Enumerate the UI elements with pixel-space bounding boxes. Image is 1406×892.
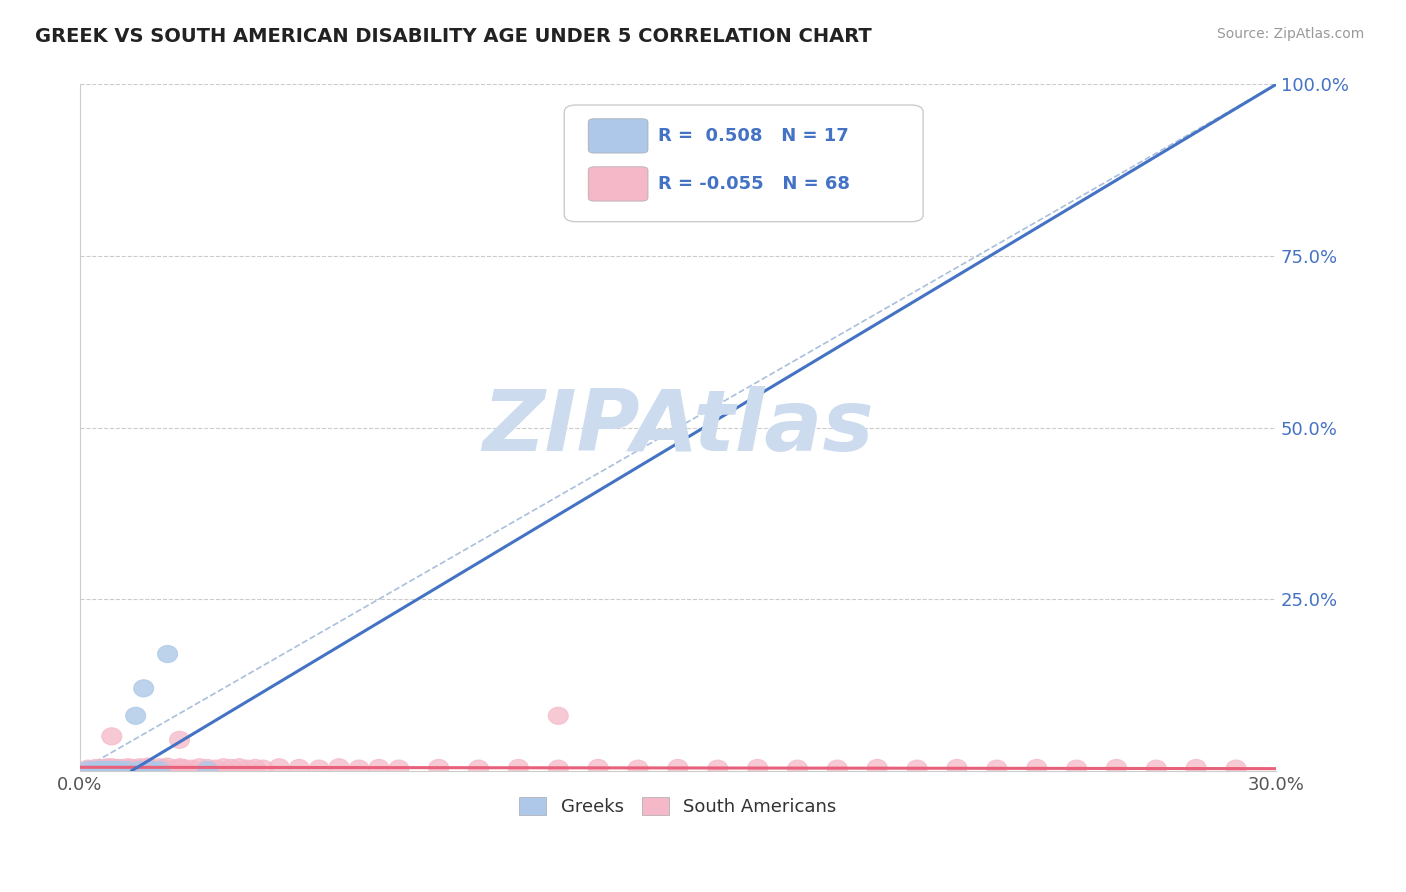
Ellipse shape (1187, 759, 1206, 777)
Ellipse shape (245, 759, 266, 777)
Ellipse shape (118, 759, 138, 776)
Ellipse shape (1107, 759, 1126, 777)
Ellipse shape (588, 759, 609, 777)
Ellipse shape (827, 760, 848, 777)
Ellipse shape (157, 646, 177, 663)
Ellipse shape (129, 759, 149, 776)
Ellipse shape (349, 760, 368, 777)
Ellipse shape (94, 759, 114, 777)
Ellipse shape (114, 760, 134, 777)
Ellipse shape (987, 760, 1007, 777)
Legend: Greeks, South Americans: Greeks, South Americans (512, 789, 844, 823)
Ellipse shape (269, 759, 290, 776)
Text: R = -0.055   N = 68: R = -0.055 N = 68 (658, 175, 849, 193)
Ellipse shape (907, 760, 927, 777)
Ellipse shape (628, 760, 648, 777)
Ellipse shape (125, 707, 146, 724)
FancyBboxPatch shape (588, 119, 648, 153)
Ellipse shape (82, 761, 101, 778)
Ellipse shape (101, 762, 122, 779)
Ellipse shape (98, 760, 118, 777)
FancyBboxPatch shape (588, 167, 648, 201)
Ellipse shape (105, 760, 125, 777)
Ellipse shape (149, 762, 170, 779)
Ellipse shape (368, 759, 389, 777)
Ellipse shape (1146, 760, 1167, 777)
Ellipse shape (329, 759, 349, 776)
Ellipse shape (221, 759, 242, 777)
Ellipse shape (94, 762, 114, 779)
Ellipse shape (1226, 760, 1246, 777)
Ellipse shape (77, 760, 98, 777)
Ellipse shape (205, 760, 225, 777)
Ellipse shape (149, 759, 170, 776)
Text: Source: ZipAtlas.com: Source: ZipAtlas.com (1216, 27, 1364, 41)
Ellipse shape (1026, 759, 1046, 777)
Ellipse shape (101, 760, 122, 777)
Ellipse shape (868, 759, 887, 777)
Ellipse shape (118, 762, 138, 779)
Ellipse shape (125, 760, 146, 777)
Ellipse shape (90, 760, 110, 777)
Ellipse shape (94, 761, 114, 778)
Ellipse shape (468, 760, 488, 777)
Ellipse shape (86, 759, 105, 777)
Ellipse shape (787, 760, 807, 777)
Ellipse shape (110, 762, 129, 779)
Ellipse shape (101, 728, 122, 745)
Text: R =  0.508   N = 17: R = 0.508 N = 17 (658, 127, 848, 145)
Ellipse shape (787, 111, 807, 128)
Ellipse shape (181, 760, 201, 777)
Ellipse shape (129, 762, 149, 779)
Ellipse shape (214, 759, 233, 776)
FancyBboxPatch shape (564, 105, 924, 222)
Ellipse shape (142, 762, 162, 779)
Ellipse shape (98, 759, 118, 776)
Ellipse shape (748, 759, 768, 777)
Ellipse shape (389, 760, 409, 777)
Ellipse shape (1067, 760, 1087, 777)
Ellipse shape (197, 762, 218, 779)
Ellipse shape (110, 759, 129, 777)
Ellipse shape (429, 759, 449, 777)
Ellipse shape (157, 758, 177, 775)
Ellipse shape (101, 759, 122, 776)
Ellipse shape (90, 762, 110, 779)
Ellipse shape (170, 759, 190, 776)
Ellipse shape (290, 759, 309, 777)
Ellipse shape (509, 759, 529, 777)
Ellipse shape (253, 760, 273, 777)
Ellipse shape (166, 760, 186, 777)
Ellipse shape (134, 680, 153, 697)
Text: GREEK VS SOUTH AMERICAN DISABILITY AGE UNDER 5 CORRELATION CHART: GREEK VS SOUTH AMERICAN DISABILITY AGE U… (35, 27, 872, 45)
Ellipse shape (173, 759, 194, 777)
Ellipse shape (134, 759, 153, 777)
Text: ZIPAtlas: ZIPAtlas (482, 386, 873, 469)
Ellipse shape (153, 759, 173, 777)
Ellipse shape (229, 759, 249, 776)
Ellipse shape (98, 762, 118, 779)
Ellipse shape (238, 760, 257, 777)
Ellipse shape (122, 759, 142, 777)
Ellipse shape (86, 762, 105, 779)
Ellipse shape (142, 760, 162, 777)
Ellipse shape (197, 759, 218, 777)
Ellipse shape (548, 760, 568, 777)
Ellipse shape (548, 707, 568, 724)
Ellipse shape (668, 759, 688, 777)
Ellipse shape (138, 758, 157, 775)
Ellipse shape (309, 760, 329, 777)
Ellipse shape (170, 731, 190, 748)
Ellipse shape (707, 760, 728, 777)
Ellipse shape (105, 762, 125, 779)
Ellipse shape (77, 762, 98, 779)
Ellipse shape (190, 759, 209, 776)
Ellipse shape (948, 759, 967, 777)
Ellipse shape (105, 759, 125, 777)
